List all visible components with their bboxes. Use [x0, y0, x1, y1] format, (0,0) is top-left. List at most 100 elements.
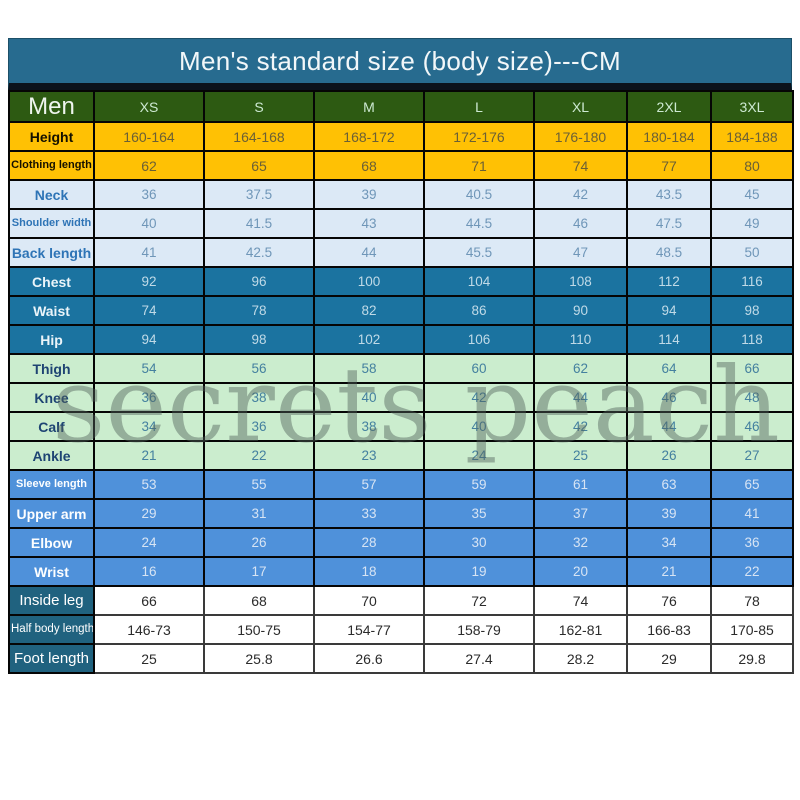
- column-header: L: [423, 90, 535, 123]
- size-value: 59: [423, 469, 535, 500]
- table-row: Thigh 54 56 58 60 62 64 66: [8, 353, 794, 384]
- size-value: 39: [313, 179, 425, 210]
- size-value: 19: [423, 556, 535, 587]
- size-value: 106: [423, 324, 535, 355]
- size-value: 82: [313, 295, 425, 326]
- row-label: Knee: [8, 382, 95, 413]
- row-label: Inside leg: [8, 585, 95, 616]
- row-label: Wrist: [8, 556, 95, 587]
- size-value: 98: [203, 324, 315, 355]
- size-value: 62: [93, 150, 205, 181]
- size-value: 25: [93, 643, 205, 674]
- table-row: Height 160-164 164-168 168-172 172-176 176-18…: [8, 121, 794, 152]
- size-value: 104: [423, 266, 535, 297]
- size-value: 146-73: [93, 614, 205, 645]
- size-value: 62: [533, 353, 628, 384]
- size-value: 37: [533, 498, 628, 529]
- size-value: 48: [710, 382, 794, 413]
- row-label: Back length: [8, 237, 95, 268]
- table-row: Hip 94 98 102 106 110 114 118: [8, 324, 794, 355]
- size-value: 68: [203, 585, 315, 616]
- size-value: 50: [710, 237, 794, 268]
- row-label: Height: [8, 121, 95, 152]
- size-value: 29: [626, 643, 712, 674]
- size-value: 43: [313, 208, 425, 239]
- size-value: 40: [423, 411, 535, 442]
- size-value: 48.5: [626, 237, 712, 268]
- size-value: 58: [313, 353, 425, 384]
- size-value: 72: [423, 585, 535, 616]
- size-value: 71: [423, 150, 535, 181]
- table-row: Clothing length 62 65 68 71 74 77 80: [8, 150, 794, 181]
- row-label: Sleeve length: [8, 469, 95, 500]
- size-value: 27: [710, 440, 794, 471]
- row-label: Hip: [8, 324, 95, 355]
- row-label: Chest: [8, 266, 95, 297]
- size-value: 18: [313, 556, 425, 587]
- size-table: Men XS S M L XL 2XL 3XL Height 160-164 164-168 16…: [8, 90, 794, 674]
- size-value: 29.8: [710, 643, 794, 674]
- size-table-body: Height 160-164 164-168 168-172 172-176 176-18…: [8, 121, 794, 674]
- size-value: 46: [533, 208, 628, 239]
- size-value: 114: [626, 324, 712, 355]
- table-row: Inside leg 66 68 70 72 74 76 78: [8, 585, 794, 616]
- row-label: Ankle: [8, 440, 95, 471]
- size-value: 172-176: [423, 121, 535, 152]
- size-value: 160-164: [93, 121, 205, 152]
- size-value: 166-83: [626, 614, 712, 645]
- size-value: 150-75: [203, 614, 315, 645]
- table-row: Elbow 24 26 28 30 32 34 36: [8, 527, 794, 558]
- size-value: 46: [710, 411, 794, 442]
- size-value: 180-184: [626, 121, 712, 152]
- size-value: 47: [533, 237, 628, 268]
- size-value: 80: [710, 150, 794, 181]
- size-value: 44: [533, 382, 628, 413]
- size-value: 53: [93, 469, 205, 500]
- size-value: 61: [533, 469, 628, 500]
- size-value: 44: [626, 411, 712, 442]
- row-label: Upper arm: [8, 498, 95, 529]
- page-title: Men's standard size (body size)---CM: [8, 38, 792, 90]
- size-value: 94: [93, 324, 205, 355]
- size-value: 17: [203, 556, 315, 587]
- size-value: 25: [533, 440, 628, 471]
- table-row: Sleeve length 53 55 57 59 61 63 65: [8, 469, 794, 500]
- row-label: Neck: [8, 179, 95, 210]
- size-value: 20: [533, 556, 628, 587]
- size-value: 40.5: [423, 179, 535, 210]
- size-value: 21: [93, 440, 205, 471]
- size-value: 98: [710, 295, 794, 326]
- size-value: 55: [203, 469, 315, 500]
- size-value: 16: [93, 556, 205, 587]
- row-label: Shoulder width: [8, 208, 95, 239]
- size-value: 36: [203, 411, 315, 442]
- size-value: 63: [626, 469, 712, 500]
- size-value: 56: [203, 353, 315, 384]
- row-label: Waist: [8, 295, 95, 326]
- size-value: 22: [710, 556, 794, 587]
- size-value: 68: [313, 150, 425, 181]
- size-value: 96: [203, 266, 315, 297]
- size-value: 74: [93, 295, 205, 326]
- size-value: 41: [93, 237, 205, 268]
- size-value: 112: [626, 266, 712, 297]
- size-value: 22: [203, 440, 315, 471]
- size-value: 31: [203, 498, 315, 529]
- size-value: 78: [203, 295, 315, 326]
- table-row: Ankle 21 22 23 24 25 26 27: [8, 440, 794, 471]
- column-header: XS: [93, 90, 205, 123]
- size-value: 162-81: [533, 614, 628, 645]
- table-row: Wrist 16 17 18 19 20 21 22: [8, 556, 794, 587]
- size-value: 29: [93, 498, 205, 529]
- size-value: 40: [313, 382, 425, 413]
- size-value: 66: [93, 585, 205, 616]
- size-value: 28: [313, 527, 425, 558]
- size-value: 26.6: [313, 643, 425, 674]
- size-value: 154-77: [313, 614, 425, 645]
- row-label: Calf: [8, 411, 95, 442]
- size-value: 39: [626, 498, 712, 529]
- size-value: 77: [626, 150, 712, 181]
- size-value: 27.4: [423, 643, 535, 674]
- size-value: 45.5: [423, 237, 535, 268]
- size-value: 42.5: [203, 237, 315, 268]
